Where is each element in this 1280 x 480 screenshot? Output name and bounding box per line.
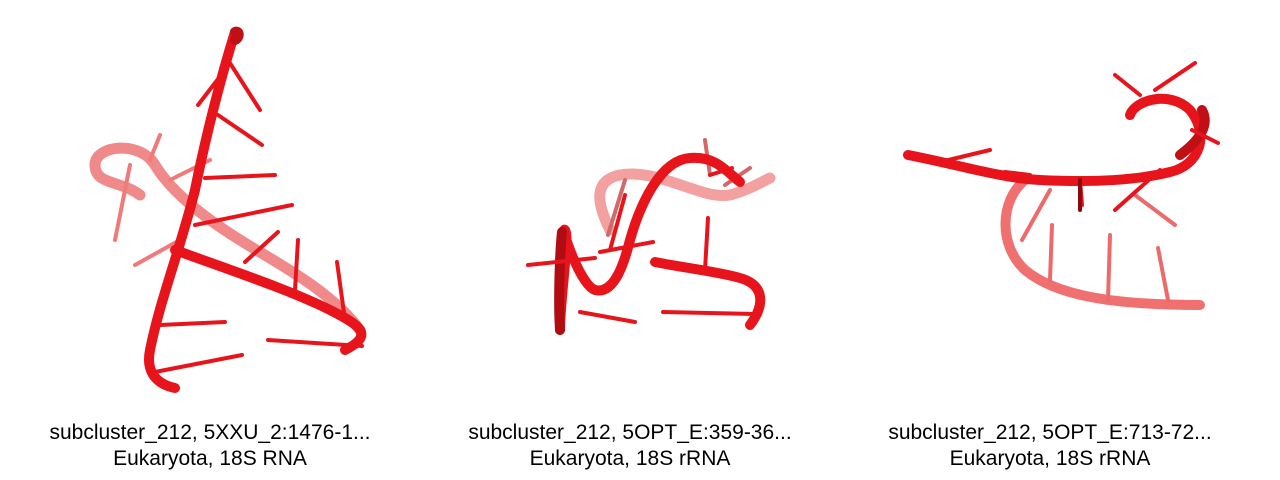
panel-subtitle: Eukaryota, 18S RNA bbox=[113, 447, 307, 470]
caption-1: subcluster_212, 5XXU_2:1476-1... Eukaryo… bbox=[0, 420, 420, 472]
rna-structure-image-2 bbox=[526, 138, 776, 335]
panel-subtitle: Eukaryota, 18S rRNA bbox=[529, 447, 731, 470]
caption-2: subcluster_212, 5OPT_E:359-36... Eukaryo… bbox=[420, 420, 840, 472]
structure-panel-2: subcluster_212, 5OPT_E:359-36... Eukaryo… bbox=[420, 0, 840, 480]
panel-title: subcluster_212, 5OPT_E:359-36... bbox=[468, 421, 792, 444]
rna-structure-image-1 bbox=[89, 26, 367, 393]
rna-structure-image-3 bbox=[903, 61, 1220, 310]
structure-panel-1: subcluster_212, 5XXU_2:1476-1... Eukaryo… bbox=[0, 0, 420, 480]
panel-title: subcluster_212, 5OPT_E:713-72... bbox=[888, 421, 1212, 444]
structure-panel-3: subcluster_212, 5OPT_E:713-72... Eukaryo… bbox=[840, 0, 1260, 480]
panel-title: subcluster_212, 5XXU_2:1476-1... bbox=[49, 421, 371, 444]
panel-subtitle: Eukaryota, 18S rRNA bbox=[949, 447, 1151, 470]
caption-3: subcluster_212, 5OPT_E:713-72... Eukaryo… bbox=[840, 420, 1260, 472]
